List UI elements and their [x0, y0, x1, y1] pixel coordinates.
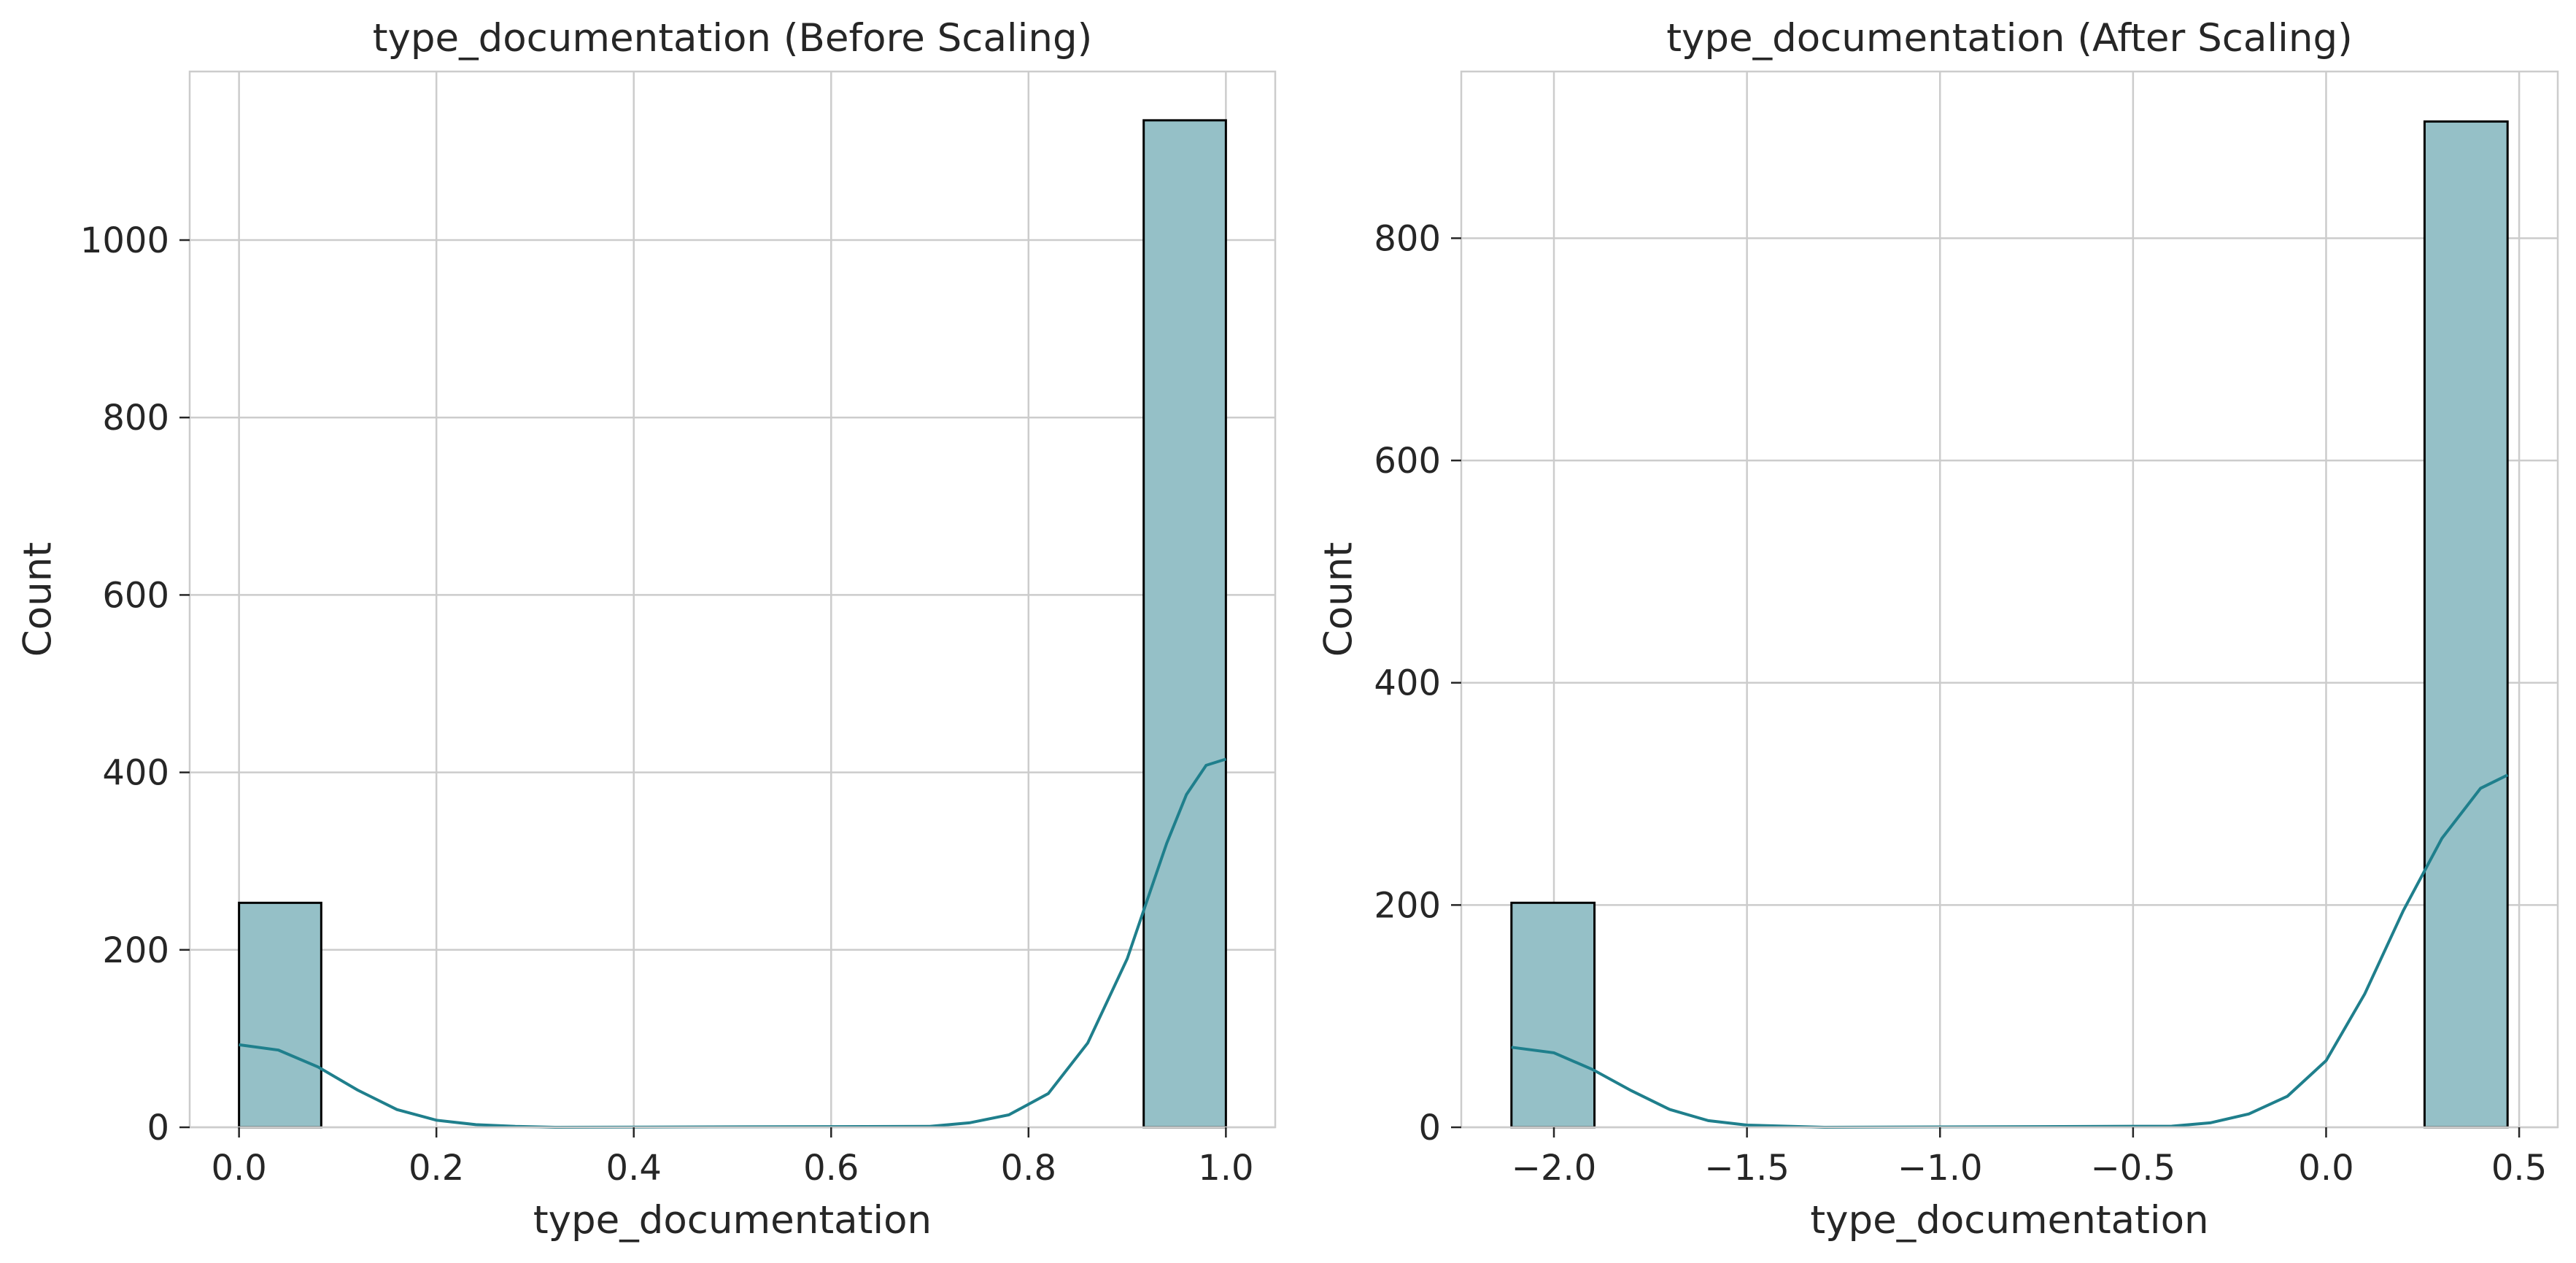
y-tick-label: 400: [102, 753, 169, 794]
y-tick-label: 600: [102, 575, 169, 616]
x-tick-label: 0.0: [2298, 1148, 2353, 1189]
histogram-bar: [1142, 119, 1227, 1129]
chart-before-scaling: 0.0 0.2 0.4 0.6 0.8 1.0 0 200 400 600 800 1000 type_…: [16, 16, 1277, 1243]
y-tick-label: 400: [1374, 663, 1441, 704]
plot-frame: [1460, 70, 2559, 1129]
x-axis-label: type_documentation: [533, 1198, 932, 1243]
y-tick-label: 800: [102, 398, 169, 439]
x-tick-label: 0.6: [803, 1148, 859, 1189]
kde-curve: [239, 757, 1226, 1129]
y-tick-label: 200: [1374, 885, 1441, 926]
y-tick-label: 0: [147, 1108, 169, 1148]
x-axis-label: type_documentation: [1810, 1198, 2208, 1243]
y-tick-label: 200: [102, 930, 169, 971]
y-tick-label: 600: [1374, 441, 1441, 482]
x-tick-label: 0.2: [409, 1148, 464, 1189]
histogram-bar: [1510, 901, 1596, 1129]
chart-title: type_documentation (Before Scaling): [373, 16, 1093, 61]
y-tick-label: 800: [1374, 218, 1441, 259]
histogram-bar: [2423, 120, 2509, 1129]
y-tick-label: 0: [1418, 1108, 1441, 1148]
x-tick-label: −1.5: [1704, 1148, 1790, 1189]
y-axis-label: Count: [1317, 542, 1361, 657]
y-tick-label: 1000: [80, 220, 169, 261]
x-tick-label: −2.0: [1512, 1148, 1597, 1189]
chart-title: type_documentation (After Scaling): [1666, 16, 2353, 61]
x-tick-label: 0.8: [1001, 1148, 1056, 1189]
x-tick-label: −1.0: [1898, 1148, 1983, 1189]
chart-after-scaling: −2.0 −1.5 −1.0 −0.5 0.0 0.5 0 200 400 600 800 type_…: [1317, 16, 2559, 1243]
x-tick-label: −0.5: [2091, 1148, 2176, 1189]
histogram-bar: [238, 901, 322, 1129]
x-tick-label: 0.4: [606, 1148, 662, 1189]
y-axis-label: Count: [16, 542, 61, 657]
plot-frame: [188, 70, 1277, 1129]
x-tick-label: 1.0: [1198, 1148, 1253, 1189]
x-tick-label: 0.0: [211, 1148, 266, 1189]
x-tick-label: 0.5: [2491, 1148, 2547, 1189]
kde-curve: [1511, 773, 2509, 1129]
